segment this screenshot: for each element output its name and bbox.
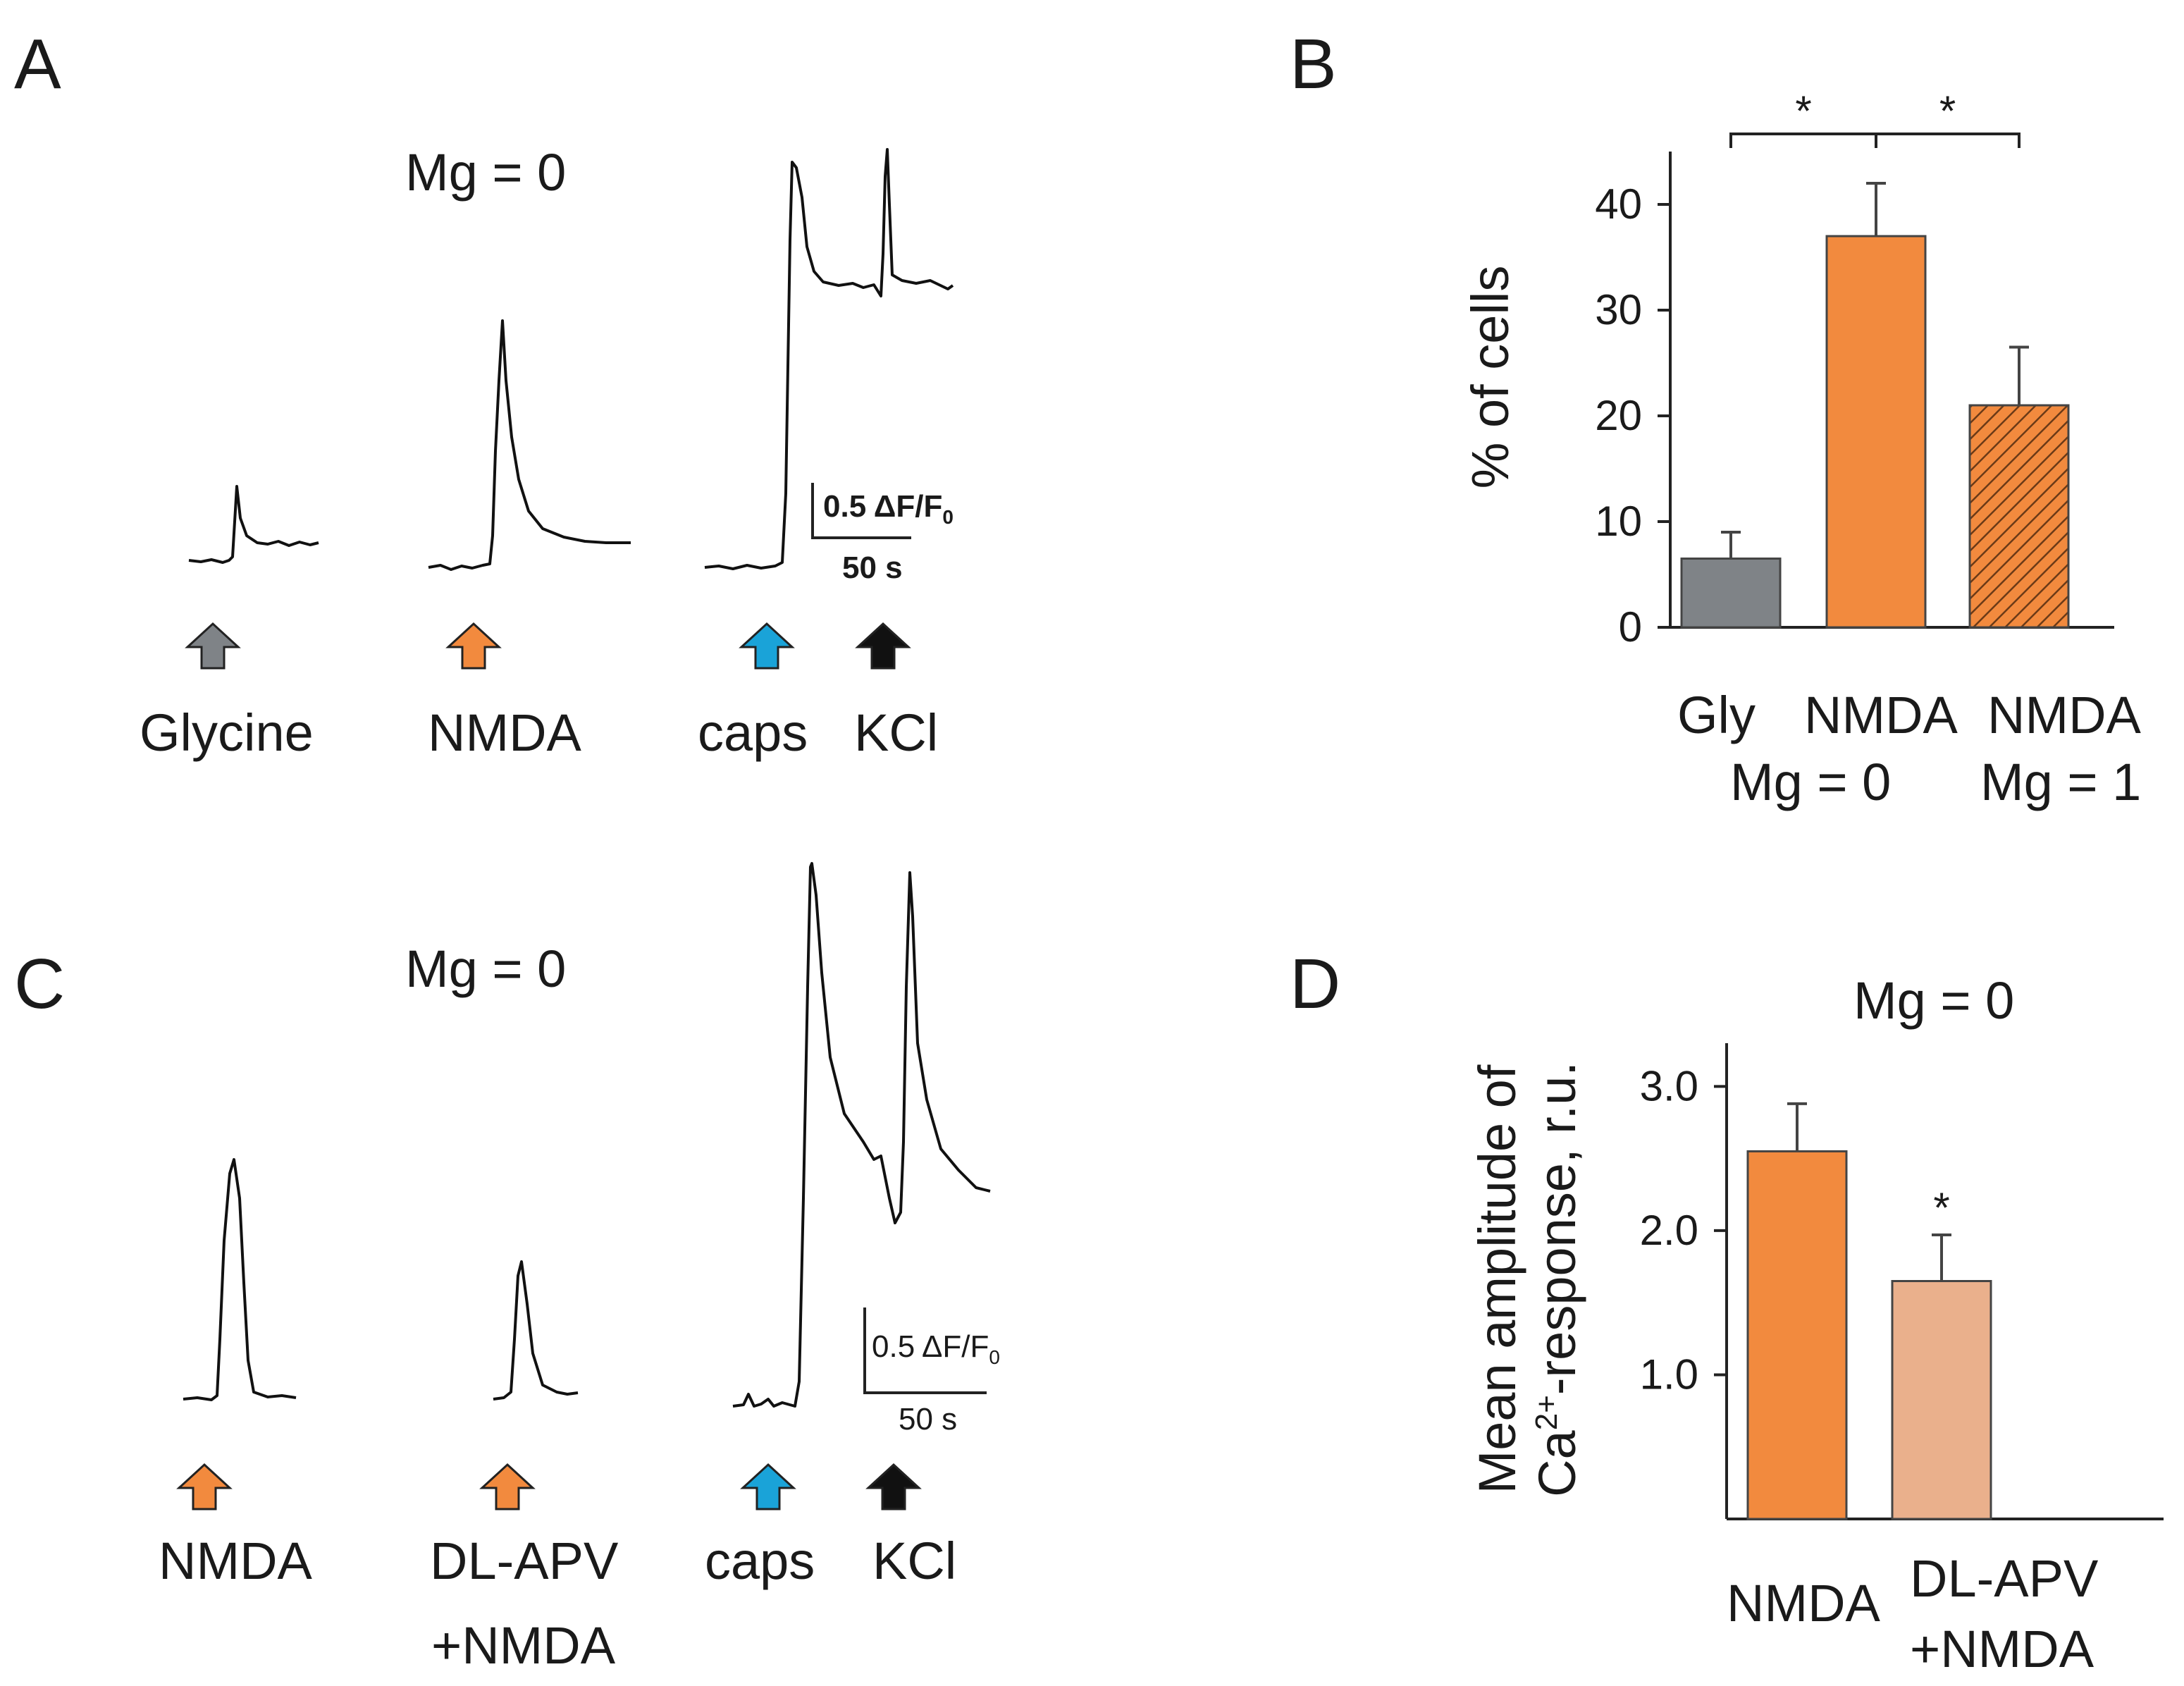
scale-a-y-label: 0.5 ΔF/F0	[823, 489, 954, 528]
chart-b-sig-star-1: *	[1939, 87, 1956, 135]
chart-b-bar-1	[1825, 235, 1927, 629]
stim-a-glycine: Glycine	[140, 703, 314, 762]
trace-c-apv-nmda	[493, 1260, 579, 1401]
chart-b-bar-0	[1680, 558, 1782, 629]
chart-b-sig-bracket-1	[1875, 133, 2020, 148]
scale-a-x-label: 50 s	[842, 550, 903, 585]
stim-c-caps: caps	[705, 1532, 815, 1590]
trace-a-nmda	[428, 319, 631, 571]
stim-a-kcl: KCl	[854, 703, 938, 762]
chart-d-ylabel-line1: Mean amplitude of	[1468, 1064, 1526, 1494]
stim-c-kcl: KCl	[872, 1532, 956, 1590]
scale-bar-a	[811, 483, 911, 539]
scale-c-y-label: 0.5 ΔF/F0	[872, 1329, 1000, 1368]
panel-b-letter: B	[1290, 25, 1337, 104]
chart-b-ytick-label-1: 10	[1595, 498, 1642, 545]
chart-b-group-label-0: Mg = 0	[1730, 753, 1891, 811]
chart-b-xlabel-0: Gly	[1677, 686, 1756, 744]
chart-b-ylabel: % of cells	[1461, 266, 1519, 489]
arrow-a-kcl-icon	[855, 622, 911, 670]
chart-b-ytick-label-3: 30	[1595, 286, 1642, 333]
arrow-a-glycine-icon	[185, 622, 241, 670]
trace-a-caps-kcl	[704, 148, 954, 570]
chart-b-sig-star-0: *	[1795, 87, 1811, 135]
chart-d-ylabel-line2: Ca2+-response, r.u.	[1528, 1062, 1586, 1497]
stim-c-apv-nmda: +NMDA	[431, 1616, 616, 1675]
chart-d-sig-star-0: *	[1933, 1184, 1949, 1231]
panel-c-letter: C	[14, 944, 65, 1023]
trace-c-caps-kcl	[732, 862, 991, 1408]
chart-b-ytick-label-4: 40	[1595, 180, 1642, 228]
trace-a-glycine	[188, 485, 319, 564]
arrow-a-caps-icon	[739, 622, 795, 670]
panel-d-letter: D	[1290, 944, 1340, 1023]
chart-d-title: Mg = 0	[1853, 971, 2014, 1030]
panel-b: B % of cells Gly NMDA NMDA Mg = 0 Mg = 1…	[1290, 25, 2142, 811]
chart-d-xlabel-1b: +NMDA	[1910, 1620, 2094, 1678]
chart-b-xlabel-1: NMDA	[1804, 686, 1958, 744]
chart-d-ytick-label-2: 3.0	[1640, 1062, 1698, 1109]
chart-d-ytick-label-0: 1.0	[1640, 1350, 1698, 1398]
arrow-c-nmda-icon	[176, 1463, 233, 1510]
stim-c-nmda: NMDA	[159, 1532, 313, 1590]
chart-d-xlabel-1a: DL-APV	[1910, 1549, 2099, 1608]
bar-chart-b: % of cells Gly NMDA NMDA Mg = 0 Mg = 1 0…	[1461, 87, 2142, 811]
scale-c-x-label: 50 s	[899, 1402, 957, 1436]
arrow-c-caps-icon	[740, 1463, 796, 1510]
panel-a-condition: Mg = 0	[405, 143, 566, 202]
panel-c: C Mg = 0 0.5 ΔF/F0 50 s NMDA DL-APV +NMD…	[14, 862, 1000, 1675]
panel-a-letter: A	[14, 25, 61, 104]
chart-d-bar-1	[1891, 1280, 1992, 1520]
stim-a-caps: caps	[698, 703, 808, 762]
scale-bar-c	[863, 1307, 987, 1394]
trace-c-nmda	[183, 1158, 297, 1401]
chart-d-bar-0	[1746, 1150, 1848, 1520]
chart-d-ytick-label-1: 2.0	[1640, 1207, 1698, 1254]
panel-d: D Mg = 0 Mean amplitude of Ca2+-response…	[1290, 944, 2164, 1678]
arrow-c-kcl-icon	[865, 1463, 922, 1510]
arrow-a-nmda-icon	[445, 622, 502, 670]
stim-a-nmda: NMDA	[428, 703, 582, 762]
chart-b-sig-bracket-0	[1729, 133, 1877, 148]
panel-c-condition: Mg = 0	[405, 940, 566, 998]
chart-b-ytick-label-2: 20	[1595, 392, 1642, 439]
bar-chart-d: Mg = 0 Mean amplitude of Ca2+-response, …	[1468, 971, 2164, 1678]
arrow-c-apv-nmda-icon	[479, 1463, 536, 1510]
chart-b-bar-2	[1968, 404, 2070, 629]
chart-b-ytick-label-0: 0	[1619, 603, 1642, 651]
chart-b-group-label-1: Mg = 1	[1980, 753, 2141, 811]
chart-d-xlabel-0: NMDA	[1727, 1574, 1881, 1632]
chart-b-xlabel-2: NMDA	[1987, 686, 2142, 744]
panel-a: A Mg = 0 0.5 ΔF/F0 50 s Glycine NMDA cap…	[14, 25, 954, 762]
stim-c-apv: DL-APV	[430, 1532, 619, 1590]
